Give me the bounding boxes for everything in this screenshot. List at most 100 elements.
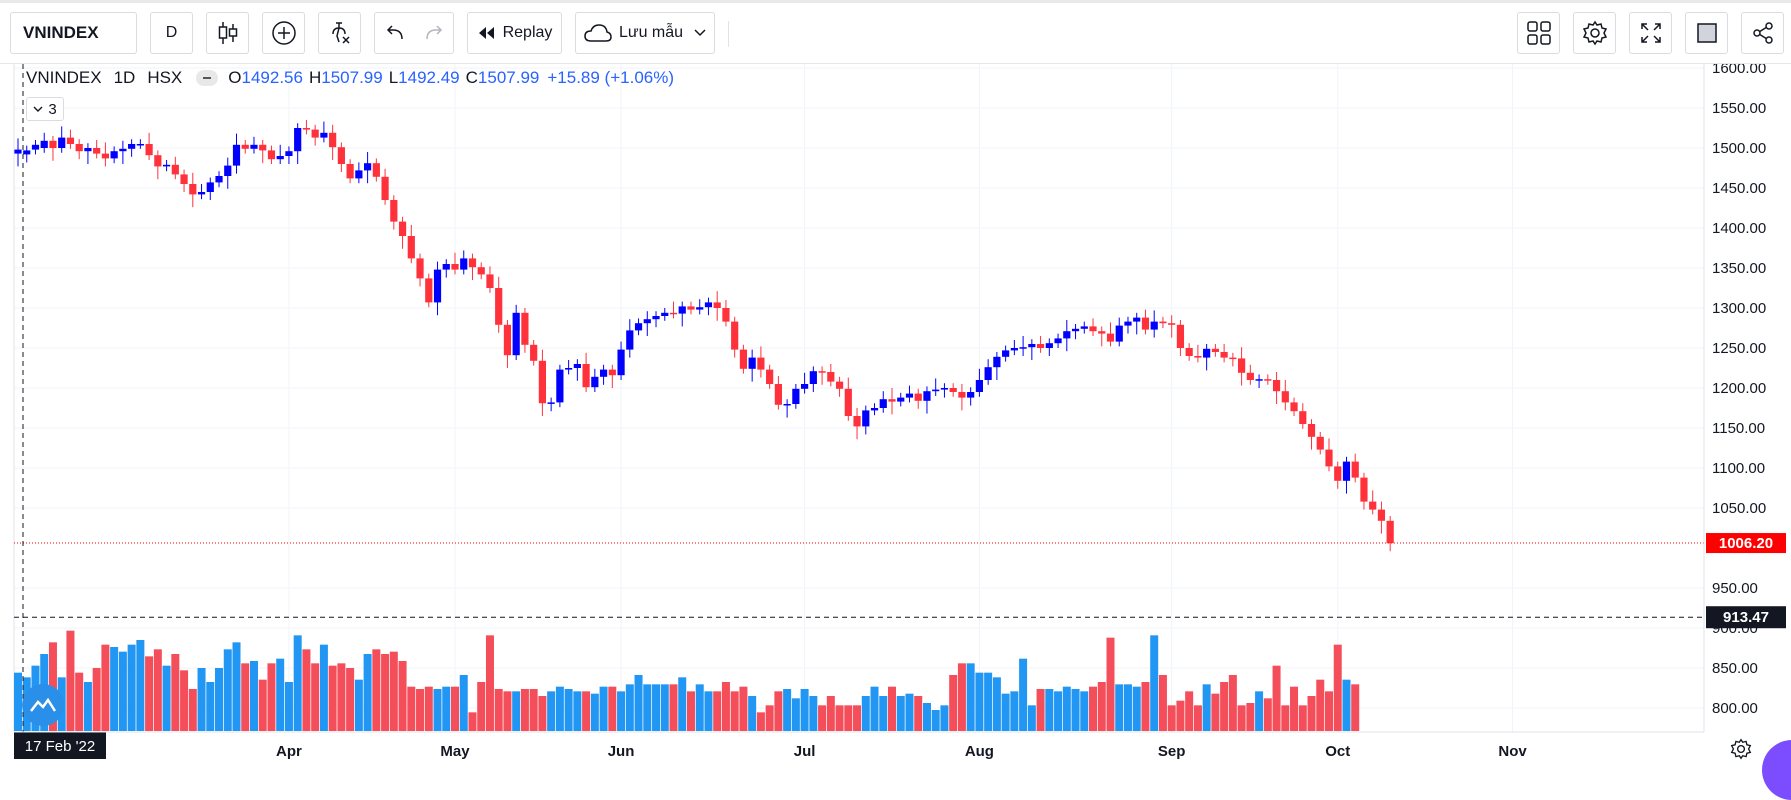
volume-bar xyxy=(853,705,862,731)
candle-body xyxy=(23,150,31,155)
fullscreen-button[interactable] xyxy=(1629,12,1672,54)
candle-body xyxy=(634,323,643,331)
volume-bar xyxy=(625,684,634,731)
candle-body xyxy=(1264,379,1272,381)
volume-bar xyxy=(363,654,372,731)
volume-bar xyxy=(206,682,215,731)
candle-body xyxy=(1045,343,1053,348)
candle-body xyxy=(967,392,975,398)
volume-bar xyxy=(1115,684,1124,731)
candles-icon xyxy=(218,22,237,44)
candle-body xyxy=(661,312,669,316)
candle-body xyxy=(1325,449,1333,467)
redo-icon[interactable] xyxy=(423,24,445,42)
candle-body xyxy=(582,364,590,388)
crosshair-date-tag xyxy=(14,732,106,759)
volume-bar xyxy=(389,651,398,731)
candle-body xyxy=(1272,380,1281,392)
volume-bar xyxy=(215,668,224,731)
volume-bar xyxy=(573,691,582,731)
volume-bar xyxy=(905,693,914,731)
time-tick-label: Oct xyxy=(1325,743,1350,760)
volume-bar xyxy=(984,672,993,731)
volume-bar xyxy=(957,663,966,731)
candle-body xyxy=(93,148,101,154)
legend-close-value: 1507.99 xyxy=(477,68,540,87)
volume-bar xyxy=(1193,705,1202,731)
volume-bar xyxy=(354,679,363,731)
volume-bar xyxy=(652,684,661,731)
legend-collapse-button[interactable]: 3 xyxy=(26,97,64,121)
chart-settings-button[interactable] xyxy=(1730,738,1754,762)
volume-bar xyxy=(372,649,381,731)
interval-button[interactable]: D xyxy=(150,12,193,54)
candle-body xyxy=(1089,326,1097,332)
candle-body xyxy=(267,150,276,160)
price-chart[interactable]: 1006.20 913.47 17 Feb '22 1600.00 1550.00 15… xyxy=(0,60,1791,780)
volume-bar xyxy=(791,698,800,731)
candle-body xyxy=(58,137,66,148)
candle-body xyxy=(337,147,345,164)
volume-bar xyxy=(1150,635,1159,731)
candle-body xyxy=(232,144,241,166)
share-button[interactable] xyxy=(1741,12,1784,54)
snapshot-button[interactable] xyxy=(1685,12,1728,54)
candle-body xyxy=(1098,331,1106,334)
volume-bar xyxy=(249,661,258,731)
price-tick-label: 1600.00 xyxy=(1712,64,1766,77)
price-tick-label: 1150.00 xyxy=(1712,420,1765,437)
price-tick-label: 1400.00 xyxy=(1712,220,1766,237)
settings-button[interactable] xyxy=(1573,12,1616,54)
volume-bar xyxy=(739,686,748,731)
candle-body xyxy=(486,274,494,288)
chart-area[interactable]: 1006.20 913.47 17 Feb '22 1600.00 1550.00 15… xyxy=(0,60,1791,780)
volume-bar xyxy=(311,663,320,731)
save-template-button[interactable]: Lưu mẫu xyxy=(575,12,715,54)
candle-body xyxy=(669,312,678,315)
volume-bar xyxy=(870,686,879,731)
volume-bar xyxy=(1342,679,1351,731)
candle-body xyxy=(835,381,844,389)
replay-button[interactable]: Replay xyxy=(467,12,562,54)
candle-body xyxy=(215,176,223,183)
crosshair-price-label: 913.47 xyxy=(1723,609,1769,626)
chart-type-button[interactable] xyxy=(206,12,249,54)
candle-body xyxy=(311,129,319,138)
series-legend: VNINDEX 1D HSX O 1492.56 H 1507.99 L 1492.4… xyxy=(26,68,674,88)
volume-bar xyxy=(1141,682,1150,731)
candle-body xyxy=(346,164,354,179)
volume-bar xyxy=(1246,703,1255,731)
undo-icon[interactable] xyxy=(384,24,406,42)
time-tick-label: Sep xyxy=(1158,743,1186,760)
price-tick-label: 950.00 xyxy=(1712,580,1758,597)
volume-bar xyxy=(223,649,232,731)
legend-hide-button[interactable] xyxy=(196,70,219,86)
candle-body xyxy=(923,391,931,401)
layout-button[interactable] xyxy=(1517,12,1560,54)
volume-bar xyxy=(1272,665,1281,731)
candle-body xyxy=(1281,391,1289,403)
add-indicator-button[interactable] xyxy=(262,12,305,54)
candle-body xyxy=(1159,321,1167,324)
crosshair-date-label: 17 Feb '22 xyxy=(25,738,95,755)
candle-body xyxy=(766,369,774,384)
candle-body xyxy=(425,278,433,303)
legend-high-value: 1507.99 xyxy=(321,68,383,87)
candle-body xyxy=(372,163,380,177)
price-tick-label: 900.00 xyxy=(1712,620,1758,637)
candle-body xyxy=(897,397,905,402)
alert-button[interactable] xyxy=(318,12,361,54)
volume-bar xyxy=(1089,686,1098,731)
volume-bar xyxy=(756,712,765,731)
volume-bar xyxy=(896,696,905,731)
price-tick-label: 1050.00 xyxy=(1712,500,1766,517)
candle-body xyxy=(547,402,555,404)
last-price-tag xyxy=(1706,533,1786,554)
candle-body xyxy=(495,288,503,325)
candle-body xyxy=(958,392,966,398)
volume-bar xyxy=(1106,637,1115,731)
symbol-search-button[interactable]: VNINDEX xyxy=(10,12,137,54)
candle-body xyxy=(1063,331,1071,339)
candle-body xyxy=(914,393,922,401)
volume-bar xyxy=(538,696,547,731)
